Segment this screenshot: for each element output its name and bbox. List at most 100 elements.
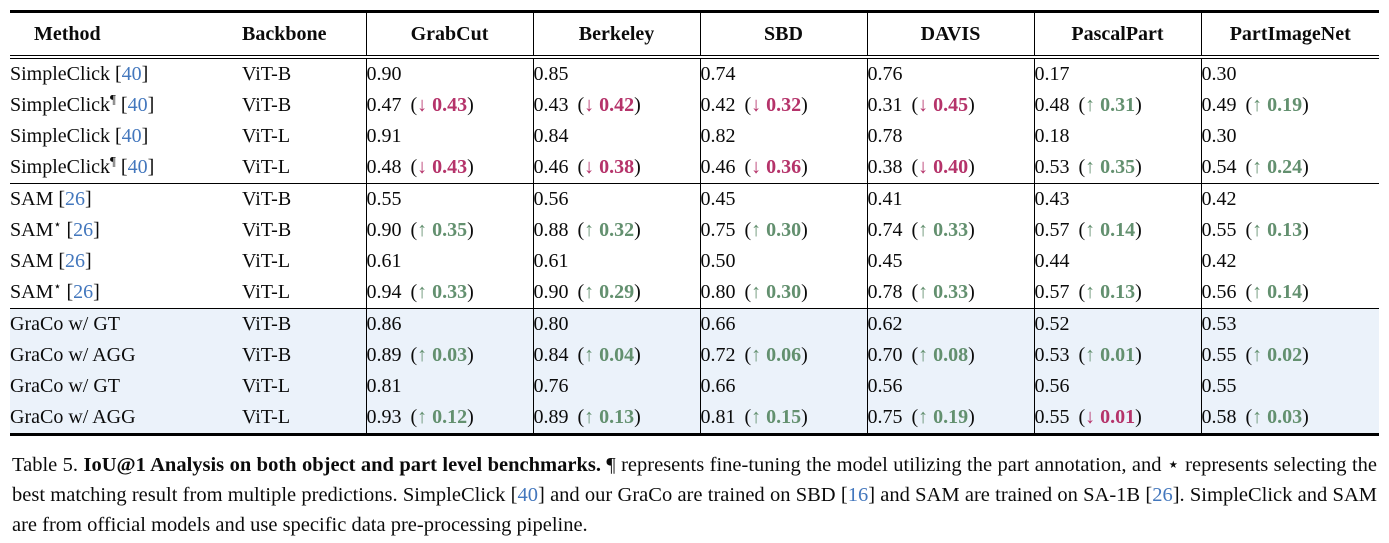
score-value: 0.45 — [867, 250, 903, 272]
backbone-cell: ViT-B — [242, 340, 366, 371]
up-arrow-icon: ↑ — [584, 344, 595, 366]
down-arrow-icon: ↓ — [584, 94, 595, 116]
citation-link[interactable]: [40] — [110, 125, 149, 147]
score-cell-berkeley: 0.90 (↑ 0.29) — [532, 277, 700, 309]
delta-value: 0.33 — [933, 219, 969, 241]
score-cell-grabcut: 0.48 (↓ 0.43) — [365, 152, 533, 184]
delta-annotation: (↑ 0.32) — [577, 219, 641, 241]
up-arrow-icon: ↑ — [918, 406, 929, 428]
score-cell-berkeley: 0.46 (↓ 0.38) — [532, 152, 700, 184]
citation-number[interactable]: 40 — [517, 484, 538, 506]
score-cell-sbd: 0.66 — [699, 308, 867, 340]
delta-annotation: (↑ 0.01) — [1078, 344, 1142, 366]
method-cell: GraCo w/ GT — [10, 308, 242, 340]
table-row: SAM [26] ViT-L 0.61 0.61 0.50 0.45 0.44 0.42 — [10, 246, 1379, 277]
method-cell: SAM [26] — [10, 246, 242, 277]
score-value: 0.84 — [533, 344, 569, 366]
delta-value: 0.40 — [933, 156, 969, 178]
up-arrow-icon: ↑ — [1252, 281, 1263, 303]
score-cell-sbd: 0.81 (↑ 0.15) — [699, 402, 867, 435]
score-cell-sbd: 0.45 — [699, 183, 867, 215]
score-value: 0.55 — [1201, 219, 1237, 241]
citation-link[interactable]: [40] — [115, 156, 155, 178]
citation-number[interactable]: 26 — [1152, 484, 1173, 506]
score-cell-davis: 0.38 (↓ 0.40) — [866, 152, 1034, 184]
delta-annotation: (↑ 0.24) — [1245, 156, 1309, 178]
delta-annotation: (↑ 0.35) — [410, 219, 474, 241]
down-arrow-icon: ↓ — [1085, 406, 1096, 428]
citation-link[interactable]: [40] — [110, 63, 149, 85]
score-cell-grabcut: 0.86 — [365, 308, 533, 340]
delta-annotation: (↑ 0.33) — [911, 219, 975, 241]
score-cell-grabcut: 0.90 — [365, 57, 533, 90]
delta-value: 0.30 — [766, 281, 802, 303]
delta-value: 0.08 — [933, 344, 969, 366]
citation-number[interactable]: 16 — [847, 484, 869, 506]
score-value: 0.42 — [700, 94, 736, 116]
score-cell-berkeley: 0.85 — [532, 57, 700, 90]
delta-annotation: (↑ 0.12) — [410, 406, 474, 428]
method-name: GraCo w/ AGG — [10, 406, 136, 428]
score-value: 0.49 — [1201, 94, 1237, 116]
method-name: SAM — [10, 188, 54, 210]
score-value: 0.84 — [533, 125, 569, 147]
score-value: 0.55 — [366, 188, 402, 210]
method-name: GraCo w/ GT — [10, 313, 120, 335]
up-arrow-icon: ↑ — [584, 219, 595, 241]
score-value: 0.45 — [700, 188, 736, 210]
down-arrow-icon: ↓ — [584, 156, 595, 178]
citation-link[interactable]: [26] — [53, 250, 92, 272]
citation-link[interactable]: [40] — [115, 94, 155, 116]
score-value: 0.81 — [700, 406, 736, 428]
method-cell: GraCo w/ AGG — [10, 402, 242, 435]
citation-number: 26 — [65, 250, 86, 272]
citation-link[interactable]: [26] — [61, 281, 100, 303]
delta-annotation: (↑ 0.19) — [911, 406, 975, 428]
score-value: 0.46 — [533, 156, 569, 178]
benchmark-table: Method Backbone GrabCut Berkeley SBD DAVIS Pas… — [10, 10, 1379, 436]
score-value: 0.80 — [700, 281, 736, 303]
score-cell-partimagenet: 0.54 (↑ 0.24) — [1200, 152, 1379, 184]
score-cell-davis: 0.62 — [866, 308, 1034, 340]
table-caption: Table 5. IoU@1 Analysis on both object a… — [12, 450, 1377, 540]
score-cell-partimagenet: 0.55 — [1200, 371, 1379, 402]
citation-number: 26 — [73, 219, 94, 241]
delta-value: 0.15 — [766, 406, 802, 428]
score-cell-partimagenet: 0.42 — [1200, 246, 1379, 277]
delta-annotation: (↓ 0.40) — [911, 156, 975, 178]
delta-annotation: (↑ 0.04) — [577, 344, 641, 366]
table-row: SimpleClick¶ [40] ViT-B 0.47 (↓ 0.43) 0.43 (↓… — [10, 90, 1379, 121]
score-cell-berkeley: 0.88 (↑ 0.32) — [532, 215, 700, 246]
score-value: 0.55 — [1201, 344, 1237, 366]
score-value: 0.43 — [1034, 188, 1070, 210]
score-value: 0.48 — [366, 156, 402, 178]
up-arrow-icon: ↑ — [1252, 94, 1263, 116]
score-cell-grabcut: 0.81 — [365, 371, 533, 402]
delta-annotation: (↑ 0.30) — [744, 219, 808, 241]
score-value: 0.57 — [1034, 219, 1070, 241]
caption-text: ] and our GraCo are trained on SBD [ — [537, 484, 848, 506]
table-row: GraCo w/ GT ViT-B 0.86 0.80 0.66 0.62 0.52 0.53 — [10, 308, 1379, 340]
citation-number: 40 — [121, 63, 142, 85]
citation-link[interactable]: [26] — [53, 188, 92, 210]
score-cell-grabcut: 0.93 (↑ 0.12) — [365, 402, 533, 435]
score-value: 0.72 — [700, 344, 736, 366]
score-value: 0.44 — [1034, 250, 1070, 272]
table-body: SimpleClick [40] ViT-B 0.90 0.85 0.74 0.76 0.1… — [10, 57, 1379, 435]
delta-value: 0.33 — [933, 281, 969, 303]
score-cell-sbd: 0.72 (↑ 0.06) — [699, 340, 867, 371]
delta-value: 0.38 — [599, 156, 635, 178]
score-cell-sbd: 0.82 — [699, 121, 867, 152]
delta-value: 0.03 — [432, 344, 468, 366]
score-value: 0.93 — [366, 406, 402, 428]
up-arrow-icon: ↑ — [1085, 281, 1096, 303]
method-name: GraCo w/ GT — [10, 375, 120, 397]
score-value: 0.82 — [700, 125, 736, 147]
score-value: 0.55 — [1034, 406, 1070, 428]
score-cell-partimagenet: 0.30 — [1200, 121, 1379, 152]
citation-link[interactable]: [26] — [61, 219, 100, 241]
delta-value: 0.13 — [599, 406, 635, 428]
up-arrow-icon: ↑ — [417, 219, 428, 241]
delta-annotation: (↑ 0.13) — [577, 406, 641, 428]
score-cell-davis: 0.76 — [866, 57, 1034, 90]
